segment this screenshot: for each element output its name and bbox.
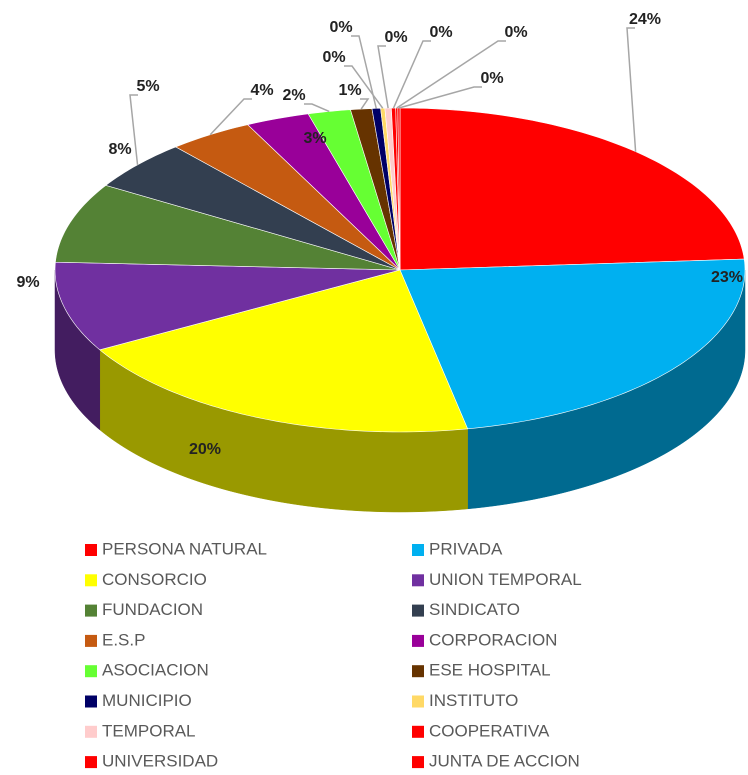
data-label: 3% xyxy=(303,130,326,147)
data-label: 23% xyxy=(711,269,743,286)
pie-slice xyxy=(55,185,401,271)
legend-swatch xyxy=(85,544,97,556)
data-label: 0% xyxy=(322,49,345,66)
legend-label: UNION TEMPORAL xyxy=(429,570,582,589)
legend-label: CORPORACION xyxy=(429,630,557,649)
legend-swatch xyxy=(85,695,97,708)
pie-slice xyxy=(247,113,401,271)
leader-line xyxy=(344,65,384,109)
data-label: 0% xyxy=(329,19,352,36)
legend-label: E.S.P xyxy=(102,630,145,649)
data-label: 0% xyxy=(504,24,527,41)
pie-slice xyxy=(54,261,401,351)
data-label: 2% xyxy=(282,87,305,104)
legend-swatch xyxy=(85,665,97,678)
legend-swatch xyxy=(412,725,424,738)
leader-line xyxy=(396,40,506,109)
legend-swatch xyxy=(85,725,97,738)
data-label: 5% xyxy=(136,78,159,95)
data-label: 24% xyxy=(629,11,661,28)
leader-line xyxy=(377,45,389,109)
legend-swatch xyxy=(412,695,424,708)
leader-line xyxy=(209,98,252,136)
data-label: 0% xyxy=(480,70,503,87)
legend-swatch xyxy=(412,756,424,769)
legend-swatch xyxy=(412,604,424,617)
data-label: 8% xyxy=(108,141,131,158)
data-label: 9% xyxy=(16,274,39,291)
data-label: 1% xyxy=(338,82,361,99)
legend-swatch xyxy=(412,574,424,587)
leader-line xyxy=(398,86,482,109)
legend-swatch xyxy=(412,634,424,647)
pie-slice xyxy=(399,107,745,271)
data-label: 4% xyxy=(250,82,273,99)
legend-label: TEMPORAL xyxy=(102,721,196,740)
legend-label: PRIVADA xyxy=(429,539,503,558)
pie-slice xyxy=(307,109,401,271)
legend-label: UNIVERSIDAD xyxy=(102,752,218,771)
legend-label: COOPERATIVA xyxy=(429,721,550,740)
legend-label: ESE HOSPITAL xyxy=(429,661,551,680)
data-label: 0% xyxy=(429,24,452,41)
leader-line xyxy=(360,98,370,110)
legend-label: FUNDACION xyxy=(102,600,203,619)
leader-line xyxy=(304,103,330,113)
leader-line xyxy=(351,35,377,109)
legend-label: MUNICIPIO xyxy=(102,691,192,710)
pie-slice xyxy=(399,258,746,430)
legend-swatch xyxy=(412,665,424,678)
legend-swatch xyxy=(85,756,97,769)
legend-label: JUNTA DE ACCION xyxy=(429,752,580,771)
legend-swatch xyxy=(85,634,97,647)
legend-label: INSTITUTO xyxy=(429,691,518,710)
legend-label: SINDICATO xyxy=(429,600,520,619)
legend-label: ASOCIACION xyxy=(102,661,209,680)
legend-swatch xyxy=(85,604,97,617)
pie-slice xyxy=(99,269,469,433)
leader-line xyxy=(392,40,431,109)
legend-swatch xyxy=(85,574,97,587)
leader-line xyxy=(626,27,637,152)
legend-label: PERSONA NATURAL xyxy=(102,539,267,558)
legend-swatch xyxy=(412,544,424,556)
data-label: 0% xyxy=(384,29,407,46)
legend-label: CONSORCIO xyxy=(102,570,207,589)
leader-line xyxy=(129,94,139,165)
data-label: 20% xyxy=(189,441,221,458)
